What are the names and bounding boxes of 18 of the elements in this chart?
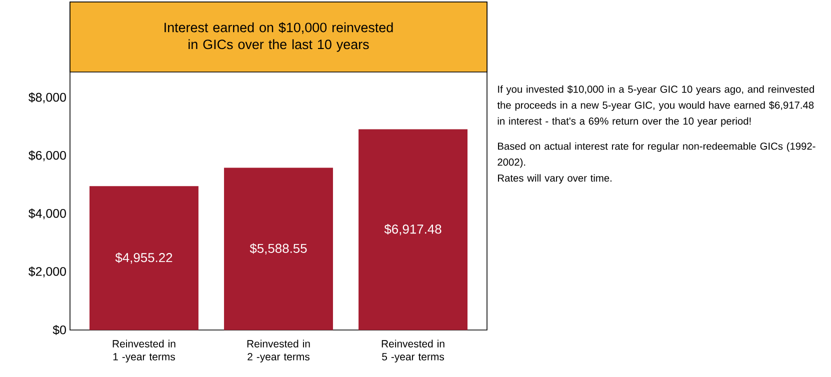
y-tick-label: $4,000 (28, 208, 66, 220)
y-tick-label: $6,000 (28, 150, 66, 162)
bar (90, 186, 198, 330)
y-tick-label: $0 (52, 324, 66, 336)
text: Based on actual interest rate for regular non-redeemable GICs (1992-2002). (498, 142, 816, 168)
bar (224, 168, 333, 330)
x-tick-label: Reinvested in 2 -year terms (247, 340, 310, 362)
data-label: $4,955.22 (115, 252, 172, 264)
x-tick-label: Reinvested in 1 -year terms (112, 340, 176, 362)
text: If you invested $10,000 in a 5-year GIC 10 years ago, and reinvested the proceeds in a new 5-year GIC, you would have earned $6,917.48 in interest - that's a 69% return over the 10 year period! (497, 85, 814, 127)
x-tick-label: Reinvested in 5 -year terms (382, 340, 444, 362)
y-tick-label: $2,000 (28, 266, 66, 278)
bar (358, 129, 468, 330)
data-label: $5,588.55 (250, 243, 307, 255)
y-tick-label: $8,000 (28, 92, 66, 104)
text: Rates will vary over time. (498, 174, 612, 184)
text: Interest earned on $10,000 reinvested in GICs over the last 10 years (164, 22, 393, 52)
data-label: $6,917.48 (384, 224, 442, 236)
